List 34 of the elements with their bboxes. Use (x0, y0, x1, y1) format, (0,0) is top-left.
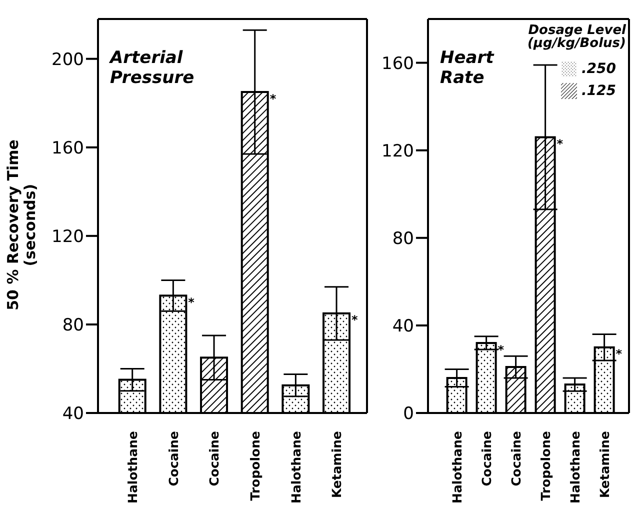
x-tick-label: Halothane (567, 431, 582, 504)
data-label: * (616, 347, 623, 362)
x-tick-label: Ketamine (329, 431, 344, 498)
y-tick-label: 40 (392, 316, 414, 336)
data-label: * (352, 313, 359, 328)
x-tick-label: Halothane (124, 431, 140, 504)
y-tick-label: 40 (62, 404, 84, 424)
text: Heart Rate (440, 48, 494, 88)
legend-label: .125 (581, 83, 616, 99)
x-tick-label: Cocaine (508, 431, 524, 486)
y-tick-label: 120 (382, 141, 414, 162)
y-tick-label: 0 (403, 404, 414, 424)
data-label: * (498, 342, 505, 357)
x-tick-label: Tropolone (538, 431, 553, 501)
data-label: * (270, 92, 277, 106)
data-label: * (556, 136, 564, 151)
y-tick-label: 160 (382, 54, 414, 74)
x-tick-label: Halothane (288, 431, 304, 504)
text: Arterial Pressure (110, 48, 196, 88)
x-tick-label: Halothane (449, 431, 464, 504)
y-tick-label: 200 (52, 50, 84, 70)
x-tick-label: Cocaine (206, 431, 222, 486)
x-tick-label: Cocaine (166, 431, 181, 486)
y-tick-label: 120 (52, 226, 84, 247)
x-tick-label: Tropolone (247, 431, 262, 501)
y-axis-title: 50 % Recovery Time (seconds) (4, 138, 39, 312)
data-label: * (188, 295, 196, 310)
x-tick-label: Ketamine (596, 431, 612, 498)
legend-label: .250 (581, 61, 616, 77)
y-tick-label: 80 (392, 228, 414, 249)
y-tick-label: 160 (52, 138, 84, 158)
x-tick-label: Cocaine (478, 431, 494, 486)
legend-title: Dosage Level (µg/kg/Bolus) (526, 23, 626, 51)
y-tick-label: 80 (62, 315, 84, 336)
